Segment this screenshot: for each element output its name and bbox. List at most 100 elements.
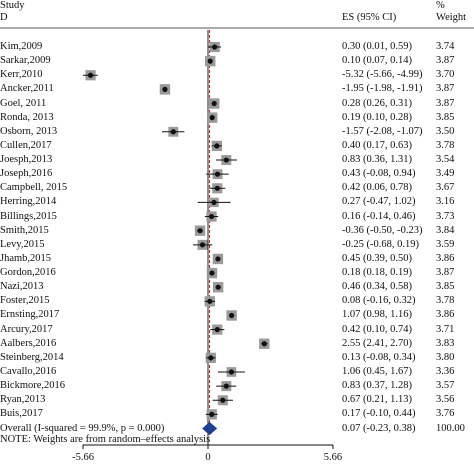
weight-text: 3.87: [436, 55, 455, 67]
effect-size-text: 0.40 (0.17, 0.63): [342, 139, 412, 151]
weight-text: 3.71: [436, 323, 455, 335]
effect-size-text: 2.55 (2.41, 2.70): [342, 337, 412, 349]
study-label: Cavallo,2016: [0, 365, 57, 377]
point-estimate: [208, 355, 214, 361]
weight-text: 3.80: [436, 351, 455, 363]
overall-label: Overall (I-squared = 99.9%, p = 0.000): [0, 422, 165, 434]
effect-size-text: 0.43 (-0.08, 0.94): [342, 168, 416, 180]
point-estimate: [220, 397, 226, 403]
x-tick-label: 0: [205, 452, 210, 463]
study-label: Joesph,2013: [0, 154, 53, 166]
effect-size-text: 0.19 (0.10, 0.28): [342, 111, 412, 123]
study-label: Campbell, 2015: [0, 182, 68, 194]
weight-text: 3.57: [436, 380, 455, 392]
weight-header-line1: %: [436, 0, 445, 11]
study-label: Sarkar,2009: [0, 55, 51, 67]
study-label: Nazi,2013: [0, 281, 44, 293]
point-estimate: [215, 256, 221, 262]
weight-text: 3.54: [436, 154, 455, 166]
study-header-line1: Study: [0, 0, 25, 11]
es-header: ES (95% CI): [342, 12, 397, 23]
study-label: Aalbers,2016: [0, 337, 57, 349]
point-estimate: [214, 143, 220, 149]
point-estimate: [208, 213, 215, 220]
point-estimate: [207, 58, 213, 64]
study-label: Ancker,2011: [0, 83, 54, 95]
effect-size-text: 0.67 (0.21, 1.13): [342, 394, 412, 406]
point-estimate: [197, 228, 203, 234]
effect-size-text: 0.10 (0.07, 0.14): [342, 55, 412, 67]
study-label: Joseph,2016: [0, 168, 53, 180]
study-label: Bickmore,2016: [0, 380, 66, 392]
weight-text: 3.67: [436, 182, 455, 194]
study-label: Steinberg,2014: [0, 351, 64, 363]
point-estimate: [214, 327, 220, 333]
effect-size-text: 0.28 (0.26, 0.31): [342, 97, 412, 109]
weight-text: 3.87: [436, 97, 455, 109]
effect-size-text: -5.32 (-5.66, -4.99): [342, 69, 423, 81]
effect-size-text: 0.45 (0.39, 0.50): [342, 252, 412, 264]
effect-size-text: 0.42 (0.06, 0.78): [342, 182, 412, 194]
point-estimate: [215, 284, 221, 290]
effect-size-text: 0.13 (-0.08, 0.34): [342, 351, 416, 363]
weight-text: 3.86: [436, 252, 455, 264]
study-label: Buis,2017: [0, 408, 43, 420]
study-label: Arcury,2017: [0, 323, 53, 335]
study-label: Smith,2015: [0, 224, 49, 236]
effect-size-text: -0.36 (-0.50, -0.23): [342, 224, 423, 236]
effect-size-text: 0.17 (-0.10, 0.44): [342, 408, 416, 420]
study-label: Gordon,2016: [0, 267, 56, 279]
point-estimate: [261, 341, 267, 347]
weight-text: 3.85: [436, 281, 455, 293]
point-estimate: [162, 86, 168, 92]
overall-diamond: [202, 421, 218, 436]
weight-text: 3.50: [436, 125, 455, 137]
weight-text: 3.76: [436, 408, 455, 420]
effect-size-text: 0.16 (-0.14, 0.46): [342, 210, 416, 222]
study-label: Herring,2014: [0, 196, 57, 208]
weight-text: 3.78: [436, 295, 455, 307]
study-label: Levy,2015: [0, 238, 45, 250]
effect-size-text: 0.30 (0.01, 0.59): [342, 41, 412, 52]
point-estimate: [211, 199, 217, 206]
effect-size-text: -1.57 (-2.08, -1.07): [342, 125, 423, 137]
study-label: Osborn, 2013: [0, 125, 58, 137]
study-label: Jhamb,2015: [0, 252, 52, 264]
point-estimate: [223, 157, 229, 163]
study-label: Ernsting,2017: [0, 309, 60, 321]
point-estimate: [209, 411, 215, 417]
weight-text: 3.85: [436, 111, 455, 123]
study-label: Cullen,2017: [0, 139, 52, 151]
point-estimate: [209, 270, 215, 276]
effect-size-text: 0.18 (0.18, 0.19): [342, 267, 412, 279]
study-header-line2: D: [0, 12, 8, 23]
effect-size-text: 1.07 (0.98, 1.16): [342, 309, 412, 321]
weight-text: 3.36: [436, 365, 455, 377]
effect-size-text: 0.46 (0.34, 0.58): [342, 281, 412, 293]
point-estimate: [87, 72, 94, 78]
study-label: Kim,2009: [0, 41, 43, 52]
study-label: Goel, 2011: [0, 97, 47, 109]
point-estimate: [229, 312, 235, 319]
weight-text: 3.83: [436, 337, 455, 349]
weight-text: 3.70: [436, 69, 455, 81]
point-estimate: [214, 171, 221, 177]
study-label: Foster,2015: [0, 295, 50, 307]
point-estimate: [207, 298, 213, 304]
weight-text: 3.56: [436, 394, 455, 406]
weight-text: 3.86: [436, 309, 455, 321]
weight-text: 3.59: [436, 238, 455, 250]
overall-effect-size-text: 0.07 (-0.23, 0.38): [342, 422, 416, 434]
point-estimate: [228, 369, 235, 375]
point-estimate: [170, 129, 176, 135]
effect-size-text: 0.83 (0.37, 1.28): [342, 380, 412, 392]
weight-text: 3.87: [436, 83, 455, 95]
weight-text: 3.74: [436, 41, 455, 52]
point-estimate: [209, 115, 215, 121]
effect-size-text: 0.83 (0.36, 1.31): [342, 154, 412, 166]
effect-size-text: -0.25 (-0.68, 0.19): [342, 238, 419, 250]
weight-header-line2: Weight: [436, 12, 467, 23]
study-label: Ryan,2013: [0, 394, 46, 406]
point-estimate: [214, 185, 220, 191]
